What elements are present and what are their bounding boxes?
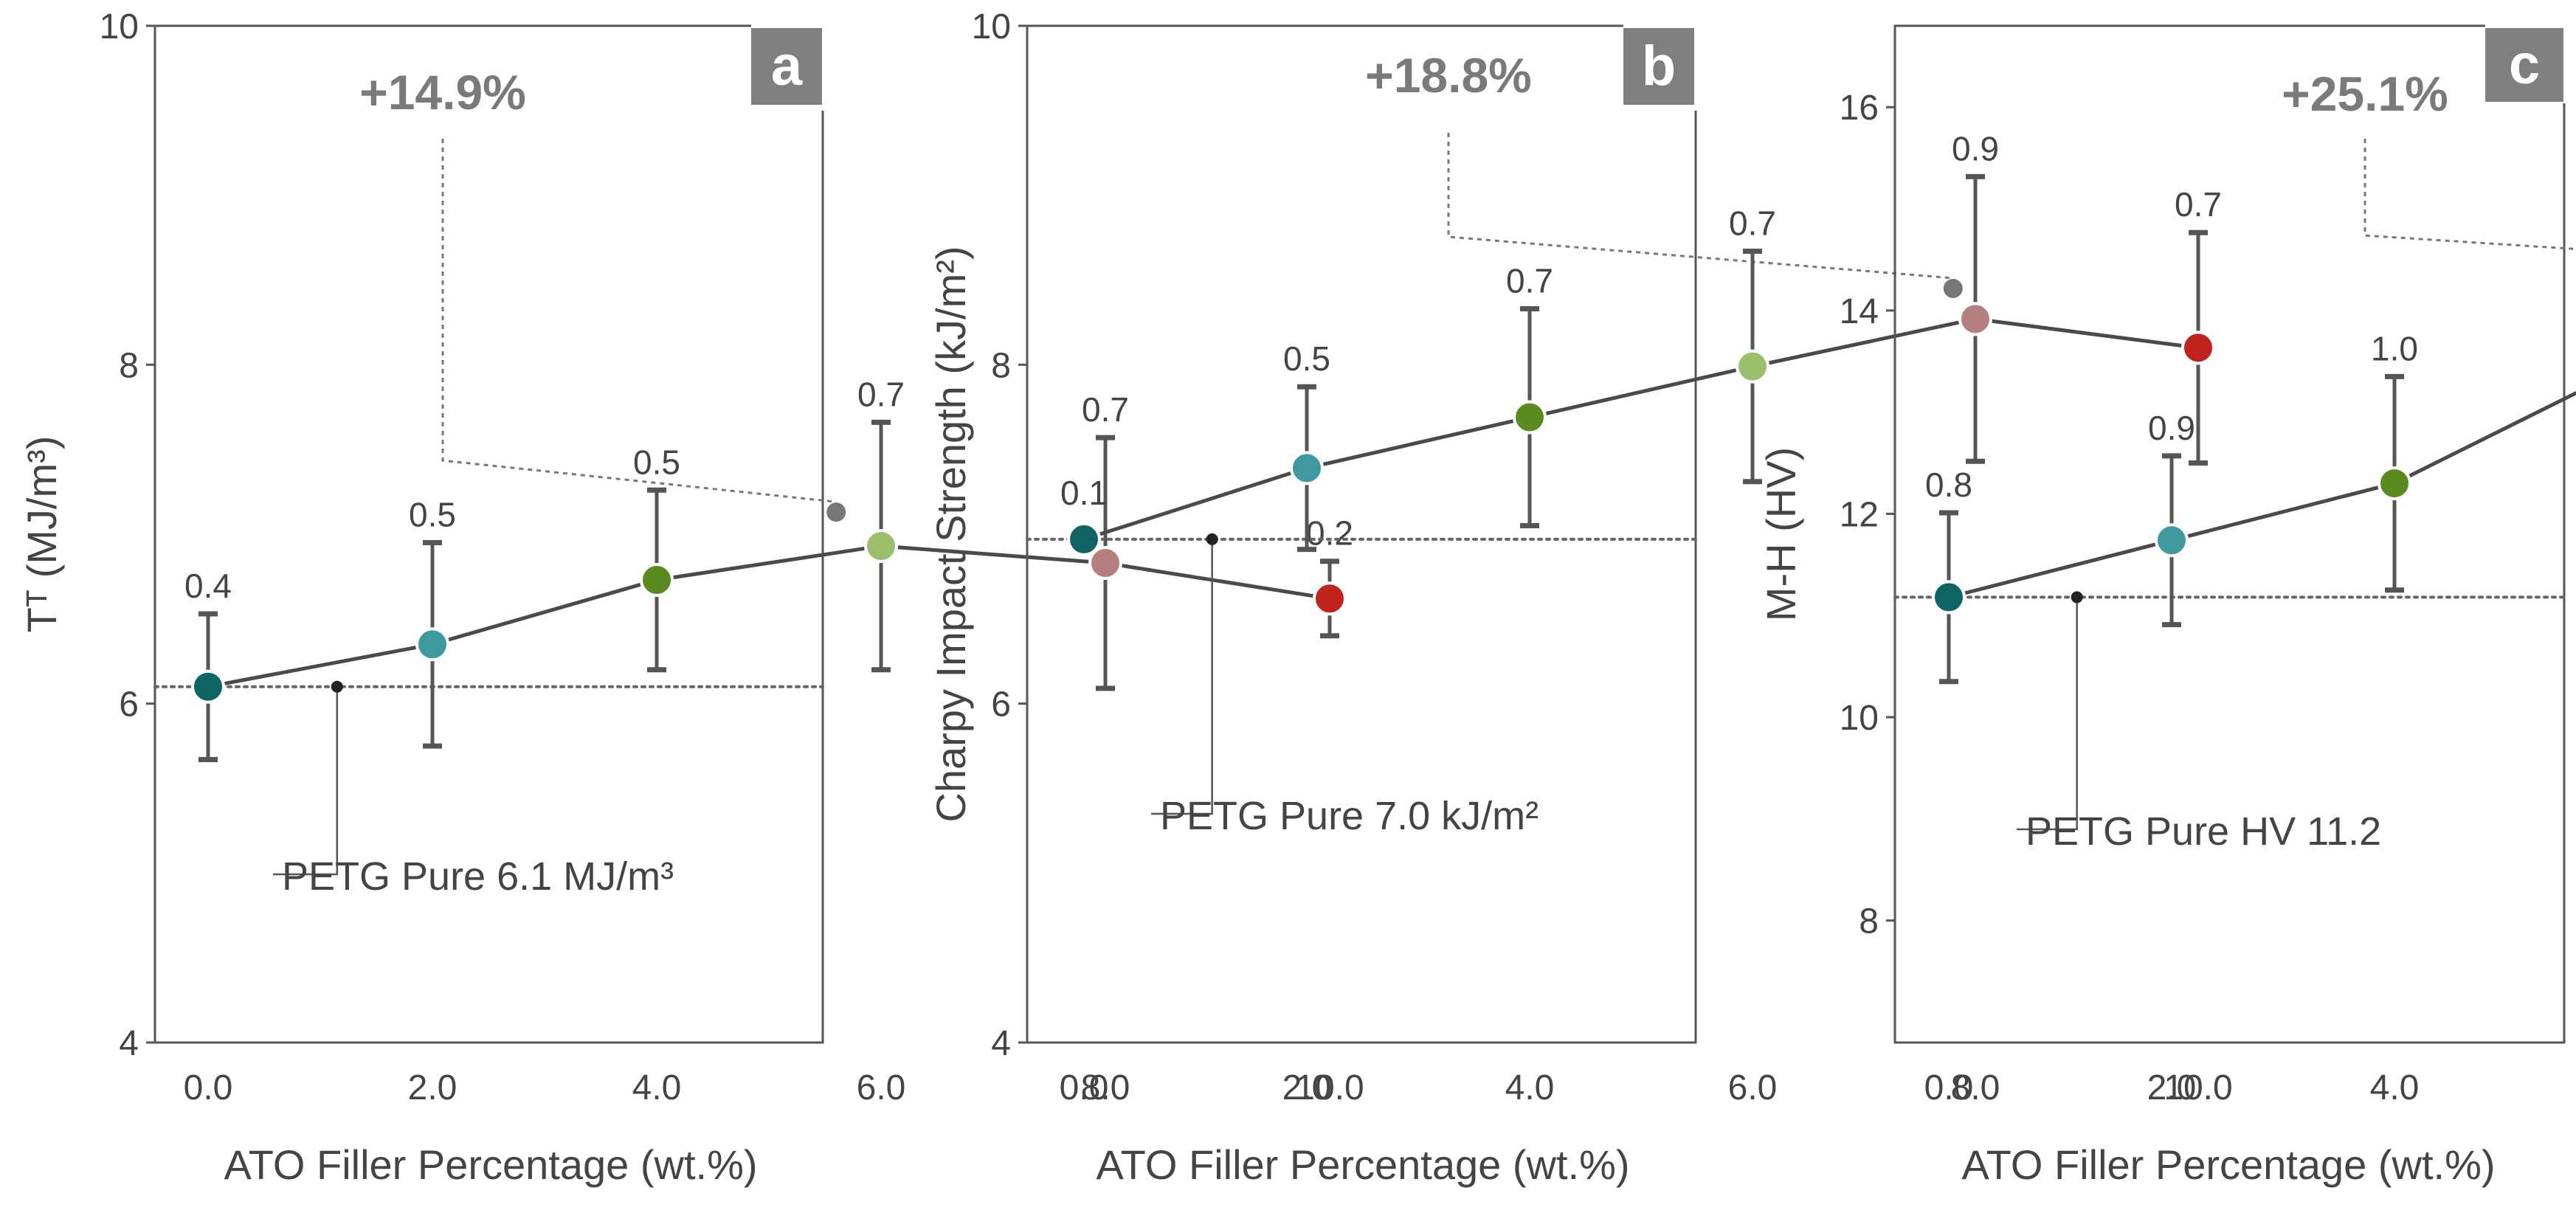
error-value-label: 0.1 <box>1060 474 1108 512</box>
panel-letter: a <box>771 35 803 97</box>
reference-dot <box>1206 533 1218 545</box>
data-point <box>1513 400 1547 435</box>
y-tick-label: 6 <box>119 685 139 725</box>
data-point <box>2378 466 2411 501</box>
highlight-leader-line <box>1447 133 1953 280</box>
x-tick-label: 0.0 <box>1924 1068 1974 1107</box>
y-axis-label: Charpy Impact Strength (kJ/m²) <box>928 246 974 822</box>
data-point <box>2155 523 2189 558</box>
axes-frame <box>1026 24 1697 1044</box>
x-tick-label: 0.0 <box>1060 1068 1109 1107</box>
y-tick-label: 10 <box>1840 699 1879 738</box>
axes-frame <box>1893 24 2566 1044</box>
y-tick-label: 8 <box>119 346 139 385</box>
panel-badge <box>751 28 822 105</box>
x-tick-label: 0.0 <box>184 1068 233 1107</box>
x-tick-label: 2.0 <box>1282 1068 1332 1107</box>
data-point <box>191 669 225 704</box>
data-point <box>415 627 449 662</box>
error-value-label: 0.7 <box>1506 262 1553 300</box>
panel-letter: c <box>2509 33 2540 96</box>
error-value-label: 0.7 <box>1082 390 1129 429</box>
data-point <box>1736 349 1769 384</box>
y-tick-label: 4 <box>119 1024 139 1063</box>
y-tick-label: 8 <box>991 346 1011 385</box>
highlight-marker <box>1943 278 1963 298</box>
x-tick-label: 6.0 <box>857 1068 906 1107</box>
x-tick-label: 10.0 <box>2164 1068 2232 1107</box>
error-value-label: 0.8 <box>1925 466 1972 504</box>
x-axis-label: ATO Filler Percentage (wt.%) <box>1961 1141 2495 1188</box>
x-tick-label: 4.0 <box>632 1068 682 1107</box>
data-point <box>640 563 674 598</box>
reference-dot <box>2071 591 2083 604</box>
error-value-label: 0.4 <box>184 567 232 605</box>
error-value-label: 0.7 <box>857 375 905 413</box>
x-tick-label: 6.0 <box>1728 1068 1778 1107</box>
series-line <box>1083 317 2199 542</box>
reference-dot <box>331 680 343 693</box>
highlight-marker <box>826 502 846 522</box>
highlight-percent: +14.9% <box>359 65 526 120</box>
x-axis-label: ATO Filler Percentage (wt.%) <box>1096 1141 1629 1188</box>
data-point <box>1958 302 1992 336</box>
y-tick-label: 10 <box>972 7 1011 46</box>
x-tick-label: 2.0 <box>408 1068 457 1107</box>
reference-label: PETG Pure 6.1 MJ/m³ <box>282 854 674 899</box>
x-tick-label: 8.0 <box>1951 1068 2000 1107</box>
reference-leader-line <box>273 686 339 876</box>
data-point <box>864 529 898 564</box>
y-axis-label: M-H (HV) <box>1758 447 1804 621</box>
x-tick-label: 4.0 <box>1505 1068 1555 1107</box>
panel-badge <box>2485 28 2563 102</box>
x-axis-label: ATO Filler Percentage (wt.%) <box>224 1141 757 1188</box>
reference-label: PETG Pure HV 11.2 <box>2026 809 2381 854</box>
y-tick-label: 14 <box>1840 292 1879 331</box>
error-value-label: 0.7 <box>2175 185 2222 224</box>
series-line <box>1948 390 2576 599</box>
y-axis-label: Tᵀ (MJ/m³) <box>18 436 65 633</box>
x-tick-label: 8.0 <box>1081 1068 1130 1107</box>
panel-b: 4 6 8 10 0.0 2.0 4.0 6.0 8.0 10.0 ATO Filler Perce… <box>928 7 2233 1188</box>
error-value-label: 0.9 <box>1952 129 1999 167</box>
reference-leader-line <box>1151 539 1213 815</box>
error-value-label: 0.5 <box>633 443 680 481</box>
error-value-label: 0.2 <box>1306 514 1353 553</box>
data-point <box>1313 581 1347 616</box>
x-tick-label: 10.0 <box>1295 1068 1364 1107</box>
y-tick-label: 10 <box>100 7 139 46</box>
highlight-percent: +18.8% <box>1365 48 1532 103</box>
error-value-label: 0.9 <box>2148 409 2195 447</box>
y-tick-label: 16 <box>1840 89 1879 128</box>
error-value-label: 0.5 <box>409 495 456 533</box>
error-value-label: 1.0 <box>2371 329 2418 367</box>
highlight-leader-line <box>2363 139 2576 251</box>
y-tick-label: 6 <box>991 685 1011 725</box>
error-value-label: 0.7 <box>1729 204 1776 242</box>
series-line <box>207 544 1330 689</box>
data-point <box>1290 451 1324 485</box>
error-value-label: 0.5 <box>1283 339 1330 378</box>
reference-label: PETG Pure 7.0 kJ/m² <box>1160 794 1539 838</box>
y-tick-label: 8 <box>1859 902 1879 941</box>
data-point <box>1932 580 1966 615</box>
y-tick-label: 12 <box>1840 495 1879 534</box>
highlight-leader-line <box>441 139 837 503</box>
reference-leader-line <box>2017 597 2078 831</box>
data-point <box>1088 546 1122 581</box>
highlight-percent: +25.1% <box>2282 66 2448 121</box>
panel-a: 4 6 8 10 0.0 2.0 4.0 6.0 8.0 10.0 ATO Filler Perce… <box>18 7 1364 1188</box>
x-tick-label: 2.0 <box>2147 1068 2197 1107</box>
data-point <box>2181 331 2215 365</box>
data-point <box>1067 522 1101 556</box>
panel-letter: b <box>1642 35 1676 97</box>
x-tick-label: 4.0 <box>2370 1068 2420 1107</box>
y-tick-label: 4 <box>991 1024 1011 1063</box>
panel-badge <box>1623 28 1694 105</box>
